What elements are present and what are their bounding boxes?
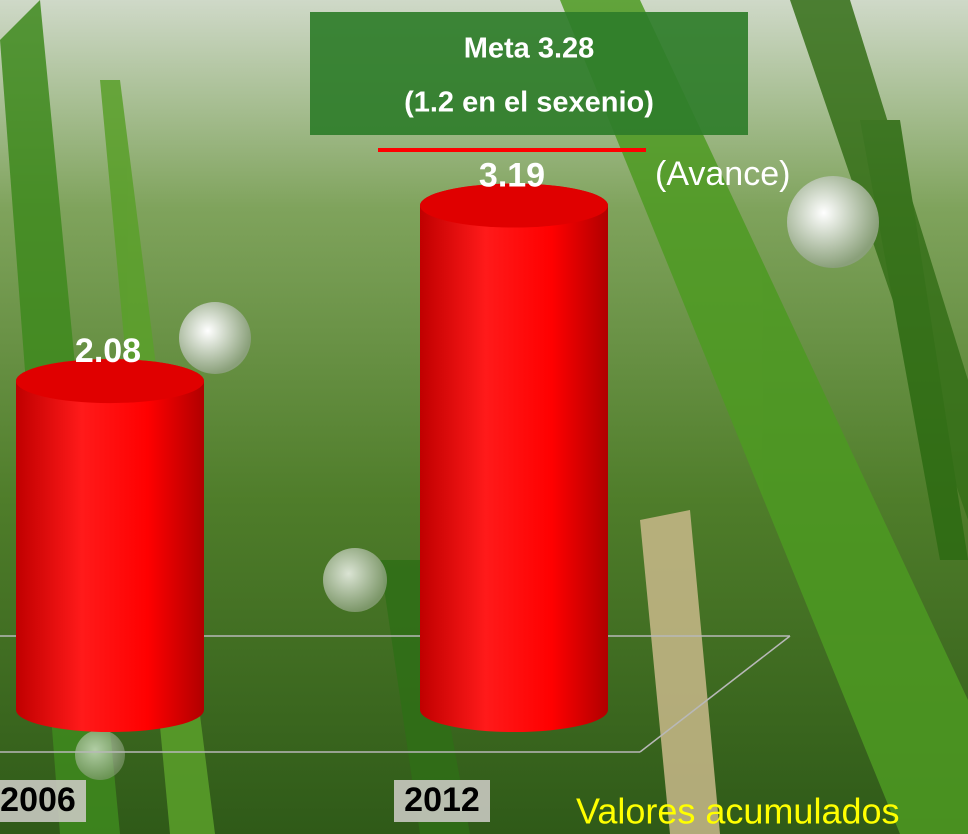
bar	[16, 359, 204, 732]
x-tick-label: 2012	[404, 781, 480, 819]
x-tick-box	[394, 780, 490, 822]
bar-top	[420, 183, 608, 228]
dew-drops	[75, 176, 879, 780]
x-tick-box	[0, 780, 86, 822]
value-label: 3.19	[479, 157, 545, 195]
target-title: Meta 3.28	[464, 33, 595, 65]
progress-label: (Avance)	[655, 155, 790, 193]
bar	[420, 183, 608, 732]
bar-top	[16, 359, 204, 404]
target-box	[310, 12, 748, 135]
target-subtitle: (1.2 en el sexenio)	[404, 87, 654, 119]
value-label: 2.08	[75, 332, 141, 370]
footnote: Valores acumulados	[576, 791, 900, 832]
x-tick-label: 2006	[0, 781, 76, 819]
